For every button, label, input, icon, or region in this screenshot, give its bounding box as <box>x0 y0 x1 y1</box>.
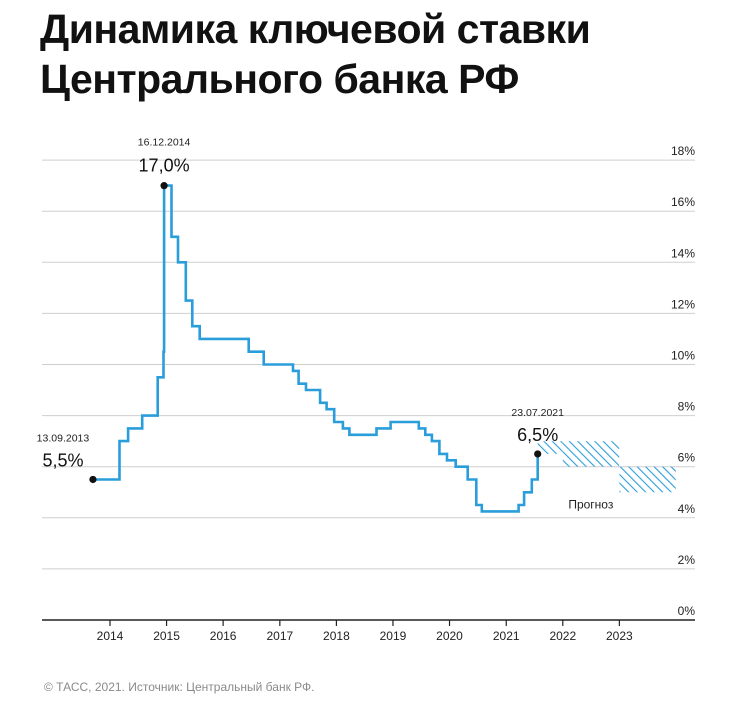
source-footer: © ТАСС, 2021. Источник: Центральный банк… <box>44 680 315 694</box>
x-tick-label: 2022 <box>549 629 576 643</box>
annotations: 13.09.2013 5,5% 16.12.2014 17,0% 23.07.2021 6… <box>37 137 564 484</box>
annotation-dot <box>89 475 97 484</box>
annotation-dot <box>160 182 168 190</box>
annotation-dot <box>534 450 542 458</box>
y-tick-label: 16% <box>671 195 695 209</box>
forecast-label: Прогноз <box>568 497 614 511</box>
forecast-area: Прогноз <box>537 441 676 511</box>
forecast-range-2 <box>562 441 620 467</box>
annotation-date: 13.09.2013 <box>37 432 90 444</box>
y-tick-label: 18% <box>671 144 695 158</box>
y-tick-label: 4% <box>678 502 696 516</box>
annotation-date: 23.07.2021 <box>511 407 564 419</box>
annotation-date: 16.12.2014 <box>138 137 191 149</box>
y-tick-label: 2% <box>678 553 696 567</box>
forecast-range-3 <box>619 466 676 493</box>
x-tick-label: 2017 <box>266 629 293 643</box>
grid <box>42 159 695 570</box>
series <box>92 184 539 513</box>
y-tick-label: 8% <box>678 400 696 414</box>
forecast-range-1 <box>537 441 563 454</box>
annotation-value: 17,0% <box>139 156 190 176</box>
x-tick-label: 2019 <box>380 629 407 643</box>
y-tick-label: 10% <box>671 349 695 363</box>
chart-title-line-2: Центрального банка РФ <box>40 56 519 102</box>
chart-title: Динамика ключевой ставки Центрального ба… <box>40 4 591 104</box>
y-tick-label: 0% <box>678 604 696 618</box>
x-tick-label: 2023 <box>606 629 633 643</box>
x-tick-label: 2014 <box>97 629 124 643</box>
x-tick-label: 2018 <box>323 629 350 643</box>
x-tick-label: 2021 <box>493 629 520 643</box>
x-tick-label: 2016 <box>210 629 237 643</box>
annotation-value: 6,5% <box>517 425 558 445</box>
axes: 0% 2% 4% 6% 8% 10% 12% 14% 16% 18% 2014 2015 2016 201… <box>42 144 695 643</box>
y-tick-label: 14% <box>671 246 695 260</box>
y-tick-label: 12% <box>671 297 695 311</box>
x-tick-label: 2020 <box>436 629 463 643</box>
y-tick-label: 6% <box>678 451 696 465</box>
chart-title-line-1: Динамика ключевой ставки <box>40 6 591 52</box>
annotation-value: 5,5% <box>42 450 83 470</box>
rate-step-line <box>93 184 539 513</box>
x-tick-label: 2015 <box>153 629 180 643</box>
